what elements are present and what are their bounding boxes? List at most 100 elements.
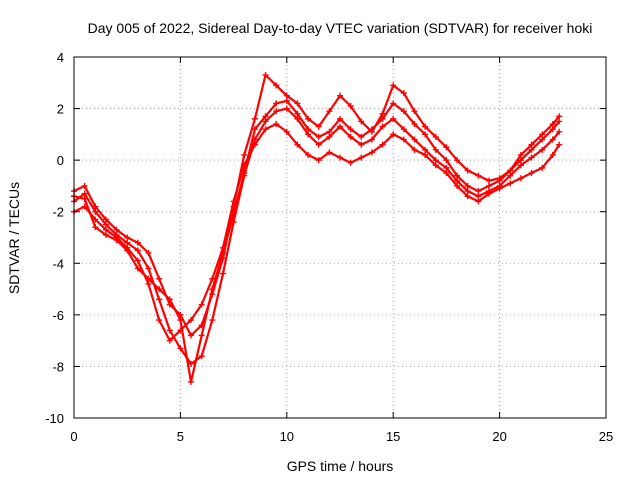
data-point bbox=[517, 162, 524, 169]
data-point bbox=[539, 146, 546, 153]
x-tick-label: 15 bbox=[386, 429, 400, 444]
data-point bbox=[368, 136, 375, 143]
data-point bbox=[156, 296, 163, 303]
data-point bbox=[422, 131, 429, 138]
data-point bbox=[188, 360, 195, 367]
data-point bbox=[134, 257, 141, 264]
data-point bbox=[496, 177, 503, 184]
data-point bbox=[411, 121, 418, 128]
data-point bbox=[549, 126, 556, 133]
data-point bbox=[358, 118, 365, 125]
data-point bbox=[422, 146, 429, 153]
data-point bbox=[262, 113, 269, 120]
data-point bbox=[454, 182, 461, 189]
data-point bbox=[145, 275, 152, 282]
data-point bbox=[390, 131, 397, 138]
data-point bbox=[273, 82, 280, 89]
data-point bbox=[379, 123, 386, 130]
data-point bbox=[556, 118, 563, 125]
data-point bbox=[326, 133, 333, 140]
data-point bbox=[443, 144, 450, 151]
data-point bbox=[358, 154, 365, 161]
data-point bbox=[517, 175, 524, 182]
data-point bbox=[485, 190, 492, 197]
data-point bbox=[134, 247, 141, 254]
data-point bbox=[549, 121, 556, 128]
data-point bbox=[177, 345, 184, 352]
data-point bbox=[528, 146, 535, 153]
data-point bbox=[283, 128, 290, 135]
data-point bbox=[464, 193, 471, 200]
data-point bbox=[326, 108, 333, 115]
data-point bbox=[549, 151, 556, 158]
y-tick-label: -4 bbox=[52, 256, 64, 271]
data-point bbox=[539, 136, 546, 143]
data-point bbox=[156, 317, 163, 324]
data-point bbox=[432, 157, 439, 164]
data-point bbox=[92, 208, 99, 215]
data-point bbox=[156, 275, 163, 282]
data-point bbox=[464, 182, 471, 189]
data-point bbox=[443, 164, 450, 171]
data-point bbox=[379, 141, 386, 148]
data-point bbox=[315, 133, 322, 140]
data-point bbox=[368, 126, 375, 133]
series-track-1 bbox=[71, 72, 563, 339]
data-point bbox=[556, 113, 563, 120]
data-point bbox=[305, 126, 312, 133]
data-point bbox=[294, 100, 301, 107]
x-tick-label: 20 bbox=[492, 429, 506, 444]
x-tick-label: 0 bbox=[70, 429, 77, 444]
data-point bbox=[422, 123, 429, 130]
grid bbox=[74, 57, 606, 418]
data-point bbox=[81, 195, 88, 202]
data-point bbox=[326, 128, 333, 135]
data-point bbox=[411, 108, 418, 115]
data-point bbox=[390, 115, 397, 122]
data-point bbox=[209, 286, 216, 293]
data-point bbox=[124, 239, 131, 246]
data-point bbox=[230, 198, 237, 205]
series-layer bbox=[71, 72, 563, 385]
data-point bbox=[517, 157, 524, 164]
data-point bbox=[124, 247, 131, 254]
data-point bbox=[326, 149, 333, 156]
data-point bbox=[400, 126, 407, 133]
data-point bbox=[241, 170, 248, 177]
chart-title: Day 005 of 2022, Sidereal Day-to-day VTE… bbox=[88, 20, 593, 36]
data-point bbox=[539, 164, 546, 171]
data-point bbox=[411, 136, 418, 143]
data-point bbox=[539, 131, 546, 138]
data-point bbox=[251, 141, 258, 148]
series-line bbox=[72, 73, 561, 337]
data-point bbox=[124, 234, 131, 241]
data-point bbox=[188, 378, 195, 385]
data-point bbox=[347, 102, 354, 109]
data-point bbox=[81, 190, 88, 197]
data-point bbox=[198, 332, 205, 339]
series-track-4 bbox=[71, 97, 563, 385]
data-point bbox=[549, 136, 556, 143]
data-point bbox=[219, 249, 226, 256]
data-point bbox=[102, 231, 109, 238]
data-point bbox=[347, 159, 354, 166]
data-point bbox=[145, 265, 152, 272]
data-point bbox=[400, 136, 407, 143]
data-point bbox=[347, 126, 354, 133]
data-point bbox=[390, 82, 397, 89]
data-point bbox=[347, 133, 354, 140]
data-point bbox=[337, 123, 343, 130]
plot-frame bbox=[73, 56, 607, 419]
x-tick-label: 5 bbox=[177, 429, 184, 444]
x-tick-label: 10 bbox=[280, 429, 294, 444]
data-point bbox=[432, 133, 439, 140]
series-track-2 bbox=[71, 105, 563, 367]
data-point bbox=[443, 157, 450, 164]
data-point bbox=[379, 110, 386, 117]
data-point bbox=[273, 121, 280, 128]
data-point bbox=[283, 92, 290, 99]
y-tick-label: -2 bbox=[52, 205, 64, 220]
y-tick-label: 4 bbox=[57, 50, 64, 65]
data-point bbox=[305, 131, 312, 138]
